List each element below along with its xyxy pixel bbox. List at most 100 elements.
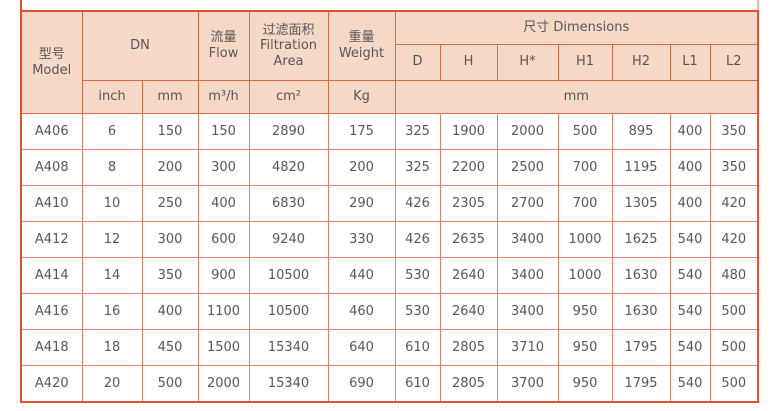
dim-h-cell: 2200 [439, 149, 498, 186]
col-header-flow: 流量 Flow [197, 10, 250, 81]
col-header-weight: 重量 Weight [327, 10, 396, 81]
dim-h2-cell: 895 [611, 113, 671, 150]
dim-h1-cell: 950 [557, 293, 613, 330]
dim-h1-cell: 950 [557, 329, 613, 366]
crop-border-remnant-right [757, 0, 759, 11]
dim-l1-cell: 400 [669, 113, 711, 150]
filtration-area-cell: 6830 [248, 185, 329, 222]
unit-area: cm² [248, 80, 329, 114]
weight-cell: 640 [327, 329, 396, 366]
col-header-dim-l2: L2 [709, 44, 759, 81]
header-row-top: 型号 Model DN 流量 Flow 过滤面积 Filtration Area… [20, 10, 759, 114]
dn-mm-cell: 350 [141, 257, 199, 294]
dn-mm-cell: 450 [141, 329, 199, 366]
dim-hstar-cell: 3400 [496, 221, 559, 258]
col-header-filtration-area: 过滤面积 Filtration Area [248, 10, 329, 81]
dim-d-cell: 426 [394, 185, 441, 222]
model-cell: A408 [20, 149, 83, 186]
dim-l1-cell: 540 [669, 329, 711, 366]
dim-l2-cell: 350 [709, 149, 759, 186]
dim-l1-cell: 400 [669, 185, 711, 222]
dim-h1-cell: 700 [557, 149, 613, 186]
model-cell: A406 [20, 113, 83, 150]
unit-dimensions-mm: mm [394, 80, 759, 114]
col-header-dimensions: 尺寸 Dimensions [394, 10, 759, 45]
dn-mm-cell: 500 [141, 365, 199, 403]
unit-dn-inch: inch [81, 80, 143, 114]
model-cell: A418 [20, 329, 83, 366]
dim-h2-cell: 1630 [611, 293, 671, 330]
dn-inch-cell: 14 [81, 257, 143, 294]
dn-inch-cell: 8 [81, 149, 143, 186]
dim-d-cell: 610 [394, 329, 441, 366]
filtration-area-cell: 15340 [248, 365, 329, 403]
dn-inch-cell: 20 [81, 365, 143, 403]
filtration-area-cell: 2890 [248, 113, 329, 150]
dim-l2-cell: 350 [709, 113, 759, 150]
dim-hstar-cell: 2700 [496, 185, 559, 222]
dim-hstar-cell: 3400 [496, 293, 559, 330]
table-row: A414 14 350 900 10500 440 530 2640 3400 1000 1630 5… [20, 257, 759, 294]
dim-l2-cell: 480 [709, 257, 759, 294]
header-row-units: inch mm m³/h cm² Kg mm [21, 80, 759, 114]
dim-d-cell: 426 [394, 221, 441, 258]
dim-l2-cell: 500 [709, 293, 759, 330]
flow-cell: 300 [197, 149, 250, 186]
table-row: A408 8 200 300 4820 200 325 2200 2500 700 1195 400 3… [20, 149, 759, 186]
table-row: A416 16 400 1100 10500 460 530 2640 3400 950 1630 5… [20, 293, 759, 330]
dim-h1-cell: 700 [557, 185, 613, 222]
weight-cell: 175 [327, 113, 396, 150]
col-header-dim-d: D [394, 44, 441, 81]
dim-hstar-cell: 2500 [496, 149, 559, 186]
model-cell: A414 [20, 257, 83, 294]
dim-d-cell: 530 [394, 257, 441, 294]
dn-inch-cell: 18 [81, 329, 143, 366]
dim-hstar-cell: 2000 [496, 113, 559, 150]
dn-mm-cell: 300 [141, 221, 199, 258]
dn-mm-cell: 200 [141, 149, 199, 186]
dim-l2-cell: 420 [709, 185, 759, 222]
filtration-area-cell: 10500 [248, 293, 329, 330]
dim-h1-cell: 500 [557, 113, 613, 150]
dim-h2-cell: 1630 [611, 257, 671, 294]
dim-l1-cell: 400 [669, 149, 711, 186]
product-spec-table: 型号 Model DN 流量 Flow 过滤面积 Filtration Area… [20, 10, 759, 403]
weight-label-zh: 重量 [348, 30, 375, 46]
dim-l1-cell: 540 [669, 293, 711, 330]
flow-cell: 1500 [197, 329, 250, 366]
table-body: A406 6 150 150 2890 175 325 1900 2000 500 895 400 35… [20, 113, 759, 403]
dim-h-cell: 1900 [439, 113, 498, 150]
col-header-dim-l1: L1 [669, 44, 711, 81]
dim-l1-cell: 540 [669, 257, 711, 294]
table-row: A418 18 450 1500 15340 640 610 2805 3710 950 1795 5… [20, 329, 759, 366]
model-cell: A412 [20, 221, 83, 258]
filtration-label-en: Filtration [259, 38, 318, 54]
dim-h2-cell: 1795 [611, 329, 671, 366]
weight-cell: 200 [327, 149, 396, 186]
dn-mm-cell: 400 [141, 293, 199, 330]
crop-border-remnant-left [20, 0, 22, 11]
table-header: 型号 Model DN 流量 Flow 过滤面积 Filtration Area… [20, 10, 759, 114]
dim-h2-cell: 1195 [611, 149, 671, 186]
dn-inch-cell: 10 [81, 185, 143, 222]
model-cell: A410 [20, 185, 83, 222]
flow-cell: 150 [197, 113, 250, 150]
col-header-dn: DN [81, 10, 199, 81]
dim-h2-cell: 1625 [611, 221, 671, 258]
flow-cell: 2000 [197, 365, 250, 403]
filtration-label-en2: Area [273, 53, 304, 69]
filtration-area-cell: 10500 [248, 257, 329, 294]
dim-h1-cell: 1000 [557, 257, 613, 294]
dim-hstar-cell: 3400 [496, 257, 559, 294]
model-cell: A416 [20, 293, 83, 330]
weight-cell: 460 [327, 293, 396, 330]
dim-h-cell: 2640 [439, 293, 498, 330]
dn-mm-cell: 150 [141, 113, 199, 150]
dim-h-cell: 2640 [439, 257, 498, 294]
dim-l2-cell: 420 [709, 221, 759, 258]
filtration-label-zh: 过滤面积 [262, 22, 315, 38]
dim-hstar-cell: 3700 [496, 365, 559, 403]
weight-cell: 330 [327, 221, 396, 258]
model-label-en: Model [32, 62, 72, 78]
flow-label-zh: 流量 [210, 30, 237, 46]
